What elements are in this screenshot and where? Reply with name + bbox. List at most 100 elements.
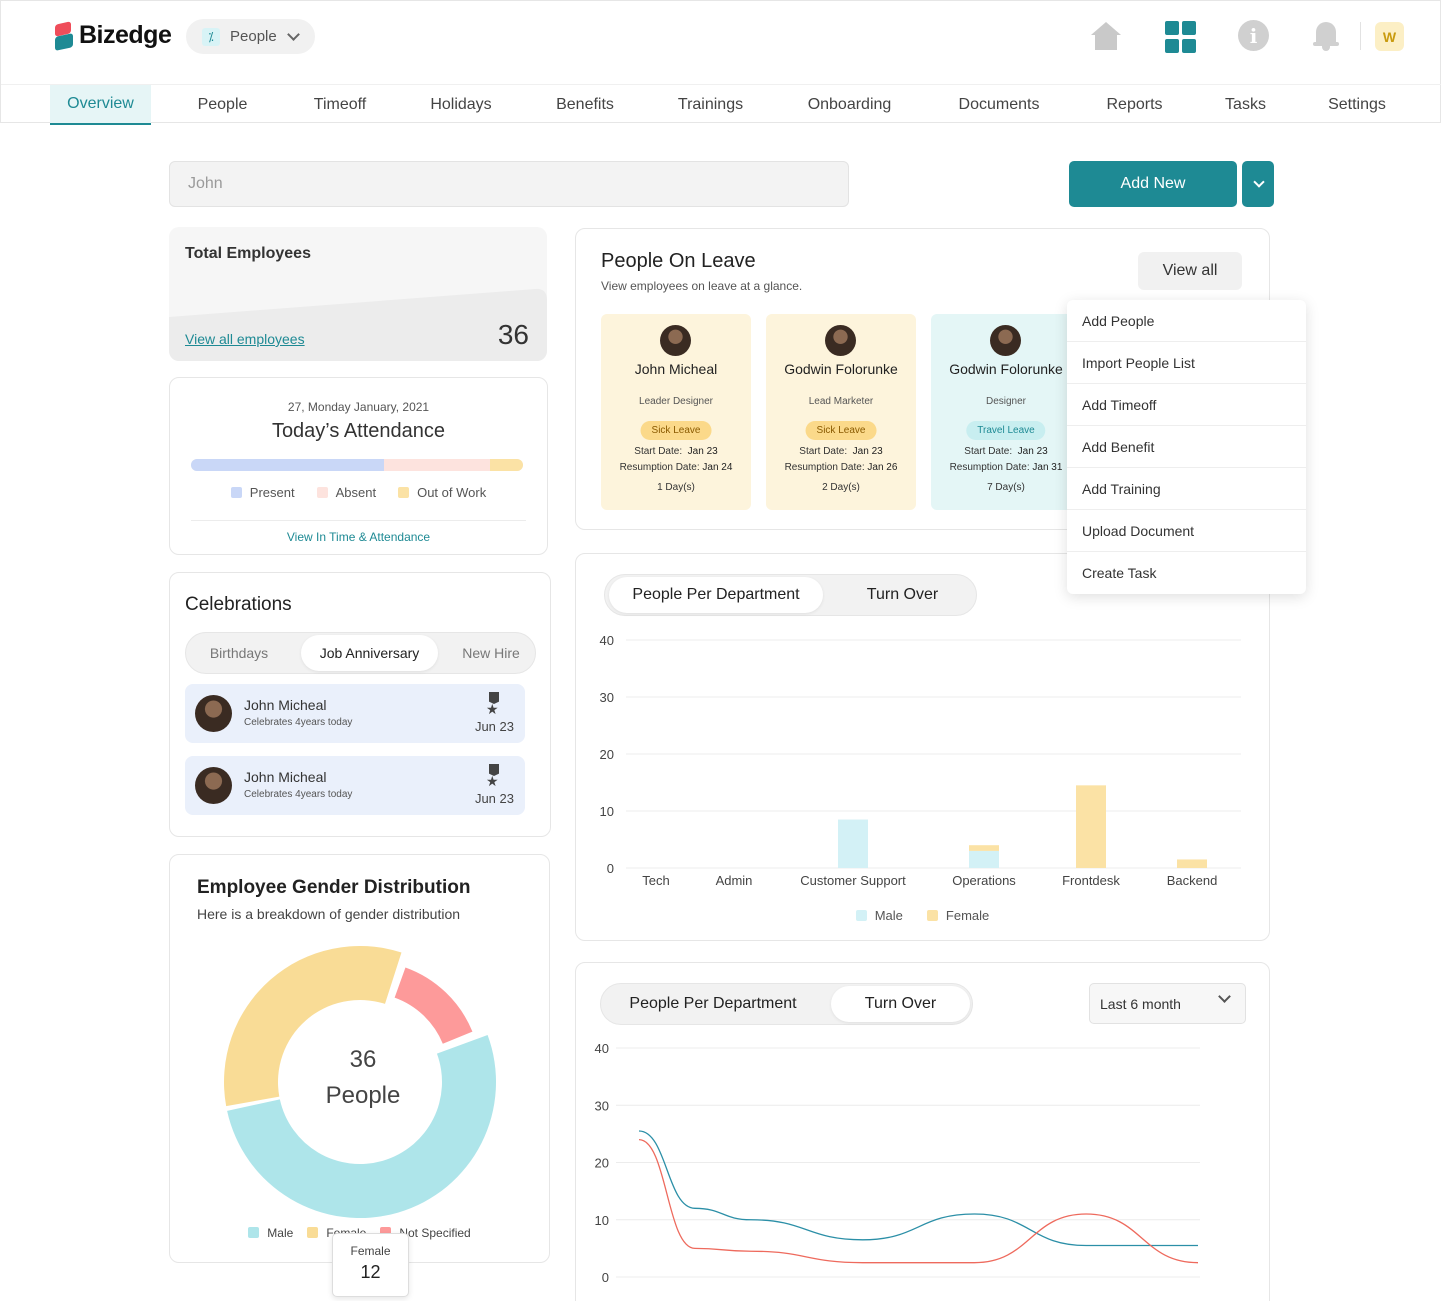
slice-male[interactable] [227, 1034, 496, 1218]
menu-item-add-timeoff[interactable]: Add Timeoff [1067, 384, 1306, 426]
celebration-subtitle: Celebrates 4years today [244, 789, 353, 800]
bar-legend: Male Female [576, 908, 1269, 923]
card-decoration [169, 288, 547, 361]
toggle-turn-over[interactable]: Turn Over [866, 586, 939, 603]
total-employees-title: Total Employees [185, 245, 311, 262]
leave-card[interactable]: Godwin Folorunke Designer Travel Leave S… [931, 314, 1081, 510]
leave-type-badge: Sick Leave [640, 421, 712, 440]
people-per-department-card: People Per Department Turn Over 0 10 20 30 4… [575, 553, 1270, 941]
main-nav: Overview People Timeoff Holidays Benefit… [1, 84, 1441, 125]
menu-item-add-training[interactable]: Add Training [1067, 468, 1306, 510]
list-item[interactable]: John Micheal Celebrates 4years today ★ J… [185, 684, 525, 743]
brand-name: Bizedge [79, 21, 172, 49]
module-label: People [230, 28, 277, 45]
user-avatar[interactable]: W [1375, 22, 1404, 51]
tab-reports[interactable]: Reports [1106, 96, 1163, 113]
logo-icon [55, 20, 75, 51]
tab-settings[interactable]: Settings [1328, 96, 1386, 113]
department-bar-chart: 0 10 20 30 40 Tech Admin Customer Support Operat… [600, 633, 1241, 888]
list-item[interactable]: John Micheal Celebrates 4years today ★ J… [185, 756, 525, 815]
tab-documents[interactable]: Documents [958, 96, 1040, 113]
employee-name: Godwin Folorunke [949, 361, 1063, 377]
leave-card[interactable]: John Micheal Leader Designer Sick Leave … [601, 314, 751, 510]
menu-item-upload-document[interactable]: Upload Document [1067, 510, 1306, 552]
tab-benefits[interactable]: Benefits [556, 96, 614, 113]
celebration-subtitle: Celebrates 4years today [244, 717, 353, 728]
tab-tasks[interactable]: Tasks [1225, 96, 1266, 113]
legend-swatch [926, 910, 938, 921]
y-tick-label: 10 [600, 804, 614, 819]
search-input[interactable] [169, 161, 849, 207]
home-icon[interactable] [1089, 20, 1123, 54]
module-switcher[interactable]: ⁒ People [186, 19, 315, 54]
slice-not-specified[interactable] [394, 967, 473, 1044]
toggle-turn-over[interactable]: Turn Over [831, 986, 970, 1022]
tab-overview[interactable]: Overview [50, 85, 151, 125]
tab-birthdays[interactable]: Birthdays [209, 645, 269, 661]
tab-holidays[interactable]: Holidays [430, 96, 492, 113]
legend-swatch [248, 1227, 260, 1238]
leave-title: People On Leave [601, 250, 756, 272]
chart-toggle: People Per Department Turn Over [600, 983, 973, 1025]
info-icon[interactable]: i [1238, 20, 1269, 51]
medal-icon: ★ [486, 692, 501, 716]
y-tick-label: 30 [595, 1098, 609, 1113]
add-new-button[interactable]: Add New [1069, 161, 1237, 207]
bar-female[interactable] [1076, 785, 1106, 868]
leave-days: 7 Day(s) [987, 482, 1025, 493]
people-module-icon: ⁒ [202, 27, 220, 46]
menu-item-create-task[interactable]: Create Task [1082, 565, 1157, 581]
turnover-card: People Per Department Turn Over Last 6 m… [575, 962, 1270, 1301]
slice-female[interactable] [224, 946, 402, 1107]
x-tick-label: Customer Support [800, 873, 906, 888]
tab-onboarding[interactable]: Onboarding [807, 96, 892, 113]
view-all-button[interactable]: View all [1138, 252, 1242, 290]
legend-male: Male [248, 1226, 293, 1240]
toggle-people-per-department[interactable]: People Per Department [629, 995, 797, 1012]
add-new-dropdown-toggle[interactable] [1242, 161, 1274, 207]
toggle-people-per-department[interactable]: People Per Department [609, 577, 823, 613]
attendance-legend: Present Absent Out of Work [170, 485, 547, 500]
chart-toggle: People Per Department Turn Over [604, 574, 977, 616]
bar-female[interactable] [969, 845, 999, 851]
y-tick-label: 40 [600, 633, 614, 648]
employee-role: Lead Marketer [808, 396, 874, 407]
legend-swatch [230, 487, 242, 498]
menu-item-import-people-list[interactable]: Import People List [1067, 342, 1306, 384]
leave-days: 2 Day(s) [822, 482, 860, 493]
apps-grid-icon[interactable] [1164, 20, 1198, 54]
tab-timeoff[interactable]: Timeoff [313, 96, 367, 113]
resumption-date: Resumption Date: Jan 26 [784, 462, 898, 473]
chart-tooltip: Female 12 [332, 1233, 409, 1297]
view-all-employees-link[interactable]: View all employees [185, 331, 305, 347]
x-tick-label: Operations [952, 873, 1016, 888]
leave-card[interactable]: Godwin Folorunke Lead Marketer Sick Leav… [766, 314, 916, 510]
tab-trainings[interactable]: Trainings [677, 96, 744, 113]
bell-icon[interactable] [1311, 20, 1345, 54]
tab-new-hire[interactable]: New Hire [462, 645, 520, 661]
turnover-line-chart: 0 10 20 30 40 [595, 1041, 1200, 1285]
donut-center-value: 36 [350, 1046, 377, 1073]
x-tick-label: Admin [716, 873, 753, 888]
tab-people[interactable]: People [197, 96, 248, 113]
avatar [195, 695, 232, 732]
y-tick-label: 10 [595, 1213, 609, 1228]
x-tick-label: Tech [642, 873, 669, 888]
line-series-2 [638, 1138, 1199, 1264]
add-new-menu: Add People Import People List Add Timeoff A… [1067, 300, 1306, 594]
brand-logo[interactable]: Bizedge [55, 20, 172, 51]
people-on-leave-card: People On Leave View employees on leave … [575, 228, 1270, 530]
menu-item-add-benefit[interactable]: Add Benefit [1067, 426, 1306, 468]
tooltip-label: Female [350, 1244, 391, 1258]
leave-type-badge: Sick Leave [805, 421, 877, 440]
bar-male[interactable] [969, 850, 999, 868]
view-time-attendance-link[interactable]: View In Time & Attendance [286, 530, 431, 544]
bar-female[interactable] [1177, 859, 1207, 868]
bar-male[interactable] [838, 819, 868, 868]
menu-item-add-people[interactable]: Add People [1067, 300, 1306, 342]
absent-segment [383, 459, 490, 471]
legend-swatch [307, 1227, 319, 1238]
tab-job-anniversary[interactable]: Job Anniversary [301, 635, 438, 671]
period-select[interactable]: Last 6 month [1089, 983, 1246, 1024]
legend-present: Present [230, 485, 295, 500]
